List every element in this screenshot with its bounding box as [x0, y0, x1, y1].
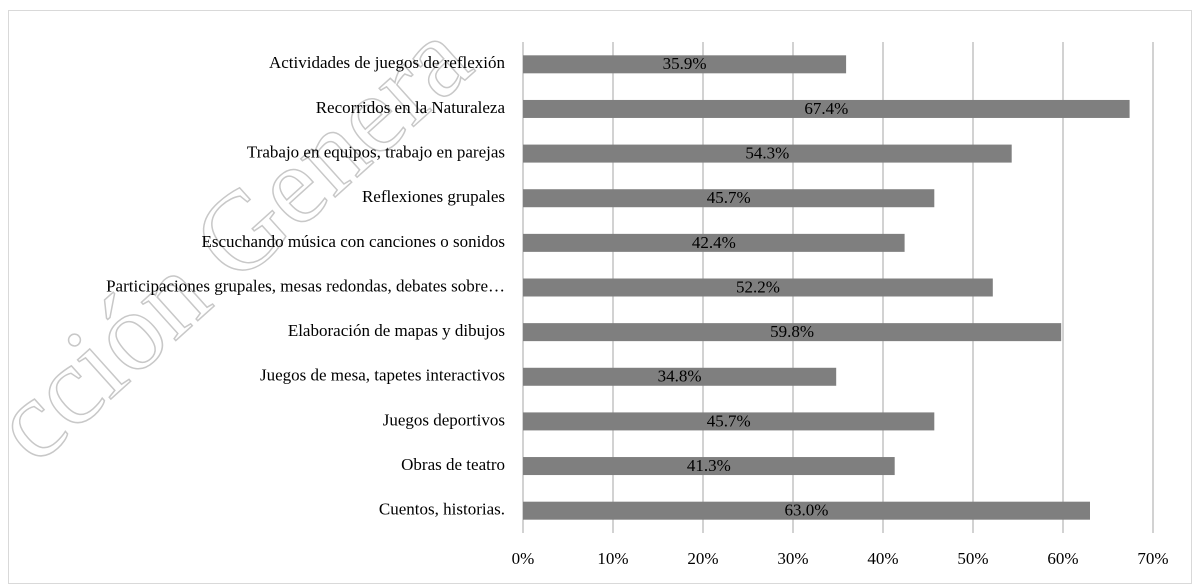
x-tick-label: 10%	[597, 549, 628, 568]
y-tick-label: Juegos deportivos	[383, 410, 505, 429]
x-tick-label: 70%	[1137, 549, 1168, 568]
y-tick-label: Trabajo en equipos, trabajo en parejas	[247, 142, 505, 161]
data-label: 34.8%	[658, 367, 702, 386]
data-label: 35.9%	[663, 54, 707, 73]
x-tick-label: 30%	[777, 549, 808, 568]
x-tick-label: 40%	[867, 549, 898, 568]
bar	[523, 501, 1090, 520]
x-tick-label: 50%	[957, 549, 988, 568]
x-tick-label: 20%	[687, 549, 718, 568]
bar	[523, 233, 905, 252]
y-tick-label: Cuentos, historias.	[379, 500, 505, 519]
data-label: 42.4%	[692, 233, 736, 252]
bar	[523, 323, 1062, 342]
data-label: 59.8%	[770, 322, 814, 341]
data-label: 63.0%	[785, 501, 829, 520]
bar	[523, 457, 895, 476]
data-label: 45.7%	[707, 188, 751, 207]
data-label: 45.7%	[707, 411, 751, 430]
y-tick-label: Obras de teatro	[401, 455, 505, 474]
x-tick-label: 60%	[1047, 549, 1078, 568]
y-tick-label: Recorridos en la Naturaleza	[316, 98, 506, 117]
chart-frame	[8, 10, 1192, 584]
bar	[523, 189, 935, 208]
bar	[523, 55, 847, 74]
data-label: 67.4%	[804, 99, 848, 118]
x-tick-label: 0%	[512, 549, 535, 568]
bar	[523, 278, 993, 297]
y-tick-label: Elaboración de mapas y dibujos	[288, 321, 505, 340]
y-tick-label: Escuchando música con canciones o sonido…	[201, 232, 505, 251]
bar	[523, 144, 1012, 163]
bar	[523, 99, 1130, 118]
y-tick-label: Juegos de mesa, tapetes interactivos	[260, 366, 505, 385]
y-tick-label: Actividades de juegos de reflexión	[269, 53, 506, 72]
y-tick-label: Participaciones grupales, mesas redondas…	[106, 276, 505, 295]
bar	[523, 412, 935, 431]
bar	[523, 367, 837, 386]
data-label: 54.3%	[745, 143, 789, 162]
y-tick-label: Reflexiones grupales	[362, 187, 505, 206]
data-label: 52.2%	[736, 277, 780, 296]
data-label: 41.3%	[687, 456, 731, 475]
